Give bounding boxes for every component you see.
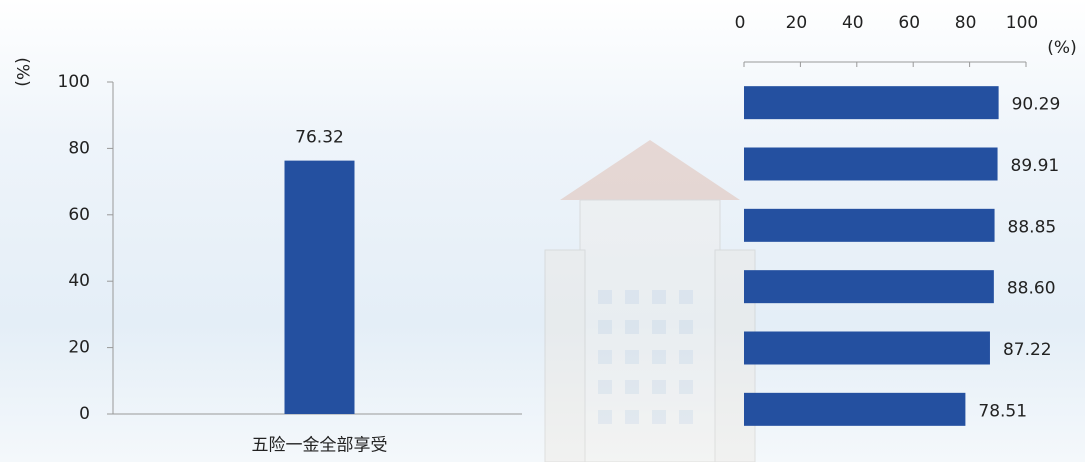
- value-label: 88.85: [1008, 217, 1057, 237]
- x-tick-label: 40: [842, 13, 864, 33]
- bar: [744, 270, 994, 303]
- x-tick-label: 20: [786, 13, 808, 33]
- y-tick-label: 60: [68, 205, 90, 225]
- bar: [744, 332, 990, 365]
- value-label: 76.32: [295, 128, 344, 148]
- value-label: 88.60: [1007, 279, 1056, 299]
- x-tick-label: 80: [955, 13, 977, 33]
- y-tick-label: 20: [68, 338, 90, 358]
- bar: [744, 86, 999, 119]
- value-label: 87.22: [1003, 340, 1052, 360]
- page: (%) (%) 0 20 40 60 80 100 76.32 五险一金全部享受 0 20 40 60…: [0, 0, 1085, 462]
- y-tick-label: 40: [68, 271, 90, 291]
- y-tick-label: 100: [58, 72, 90, 92]
- y-tick-label: 80: [68, 138, 90, 158]
- bar: [744, 209, 995, 242]
- y-axis-label: (%): [12, 57, 32, 86]
- bar: [744, 393, 965, 426]
- x-tick-label: 100: [1006, 13, 1038, 33]
- value-label: 90.29: [1012, 95, 1061, 115]
- bar: [285, 161, 355, 414]
- bar: [744, 148, 998, 181]
- x-tick-label: 0: [735, 13, 746, 33]
- x-axis-label: (%): [1047, 38, 1076, 58]
- x-tick-label: 60: [898, 13, 920, 33]
- y-tick-label: 0: [79, 404, 90, 424]
- x-tick-label: 五险一金全部享受: [252, 436, 388, 456]
- value-label: 89.91: [1011, 156, 1060, 176]
- value-label: 78.51: [978, 401, 1027, 421]
